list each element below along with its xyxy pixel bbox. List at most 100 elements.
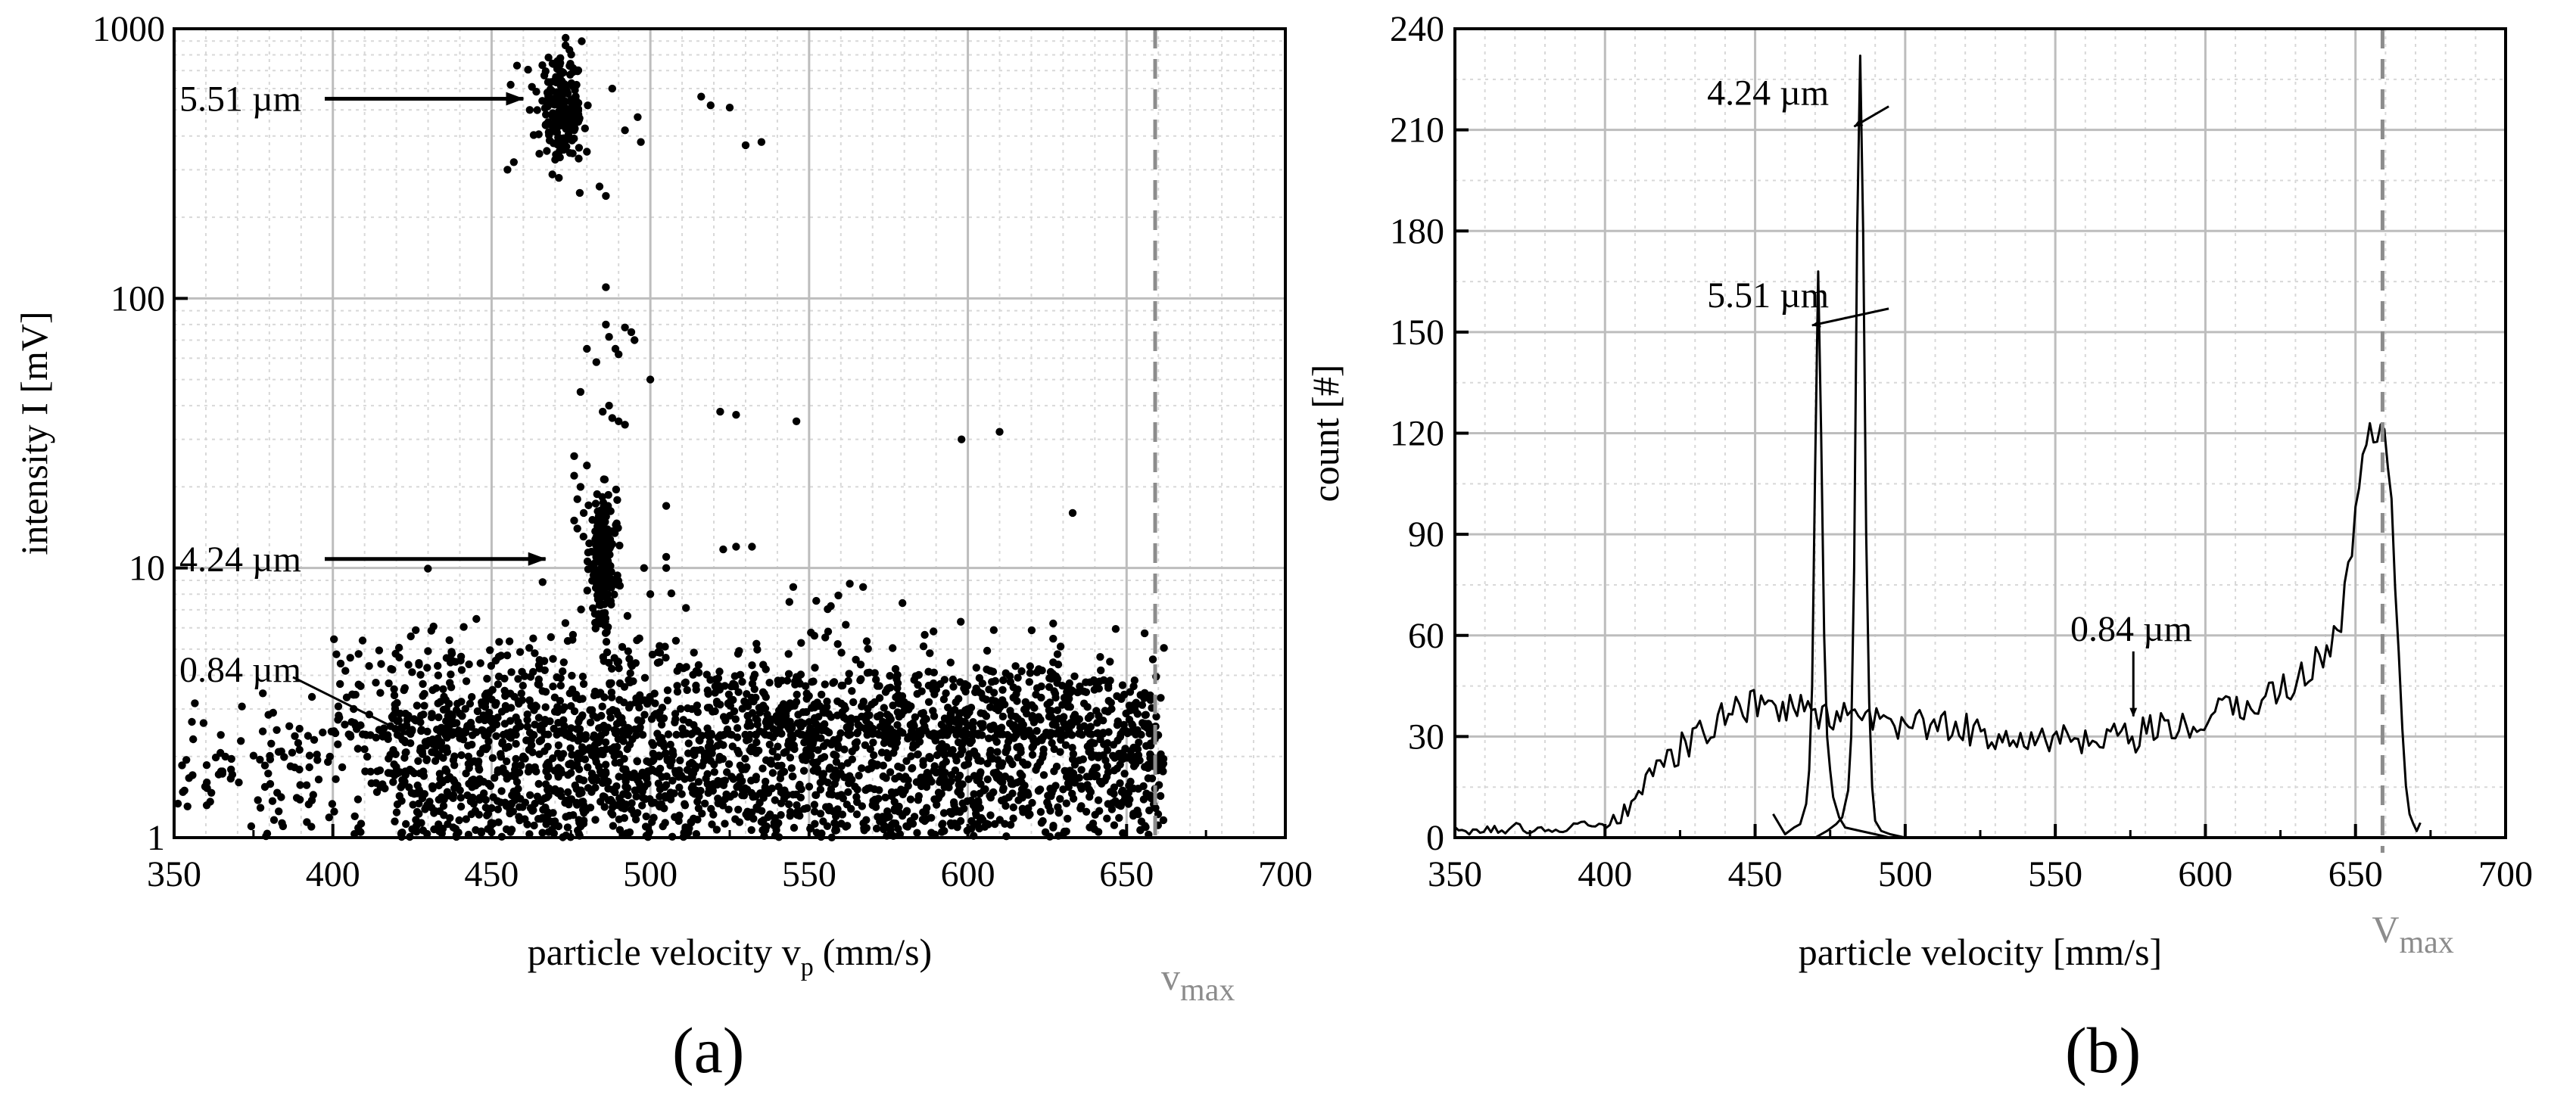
- a-scatter-point: [575, 717, 583, 726]
- a-scatter-point: [589, 560, 597, 568]
- a-scatter-point: [313, 756, 322, 764]
- a-scatter-point: [576, 387, 585, 396]
- a-scatter-point: [1094, 796, 1103, 804]
- a-scatter-point: [500, 674, 509, 683]
- a-scatter-point: [587, 547, 596, 556]
- a-scatter-point: [528, 730, 537, 739]
- a-scatter-point: [514, 675, 522, 683]
- a-scatter-point: [636, 691, 644, 699]
- a-scatter-point: [641, 822, 650, 831]
- a-scatter-point: [533, 792, 542, 801]
- a-scatter-point: [806, 742, 815, 751]
- a-scatter-point: [438, 793, 446, 801]
- a-scatter-point: [1067, 686, 1076, 695]
- a-scatter-point: [879, 717, 887, 726]
- a-scatter-point: [1042, 728, 1051, 737]
- a-scatter-point: [553, 730, 561, 739]
- a-scatter-point: [544, 730, 553, 739]
- a-scatter-point: [939, 760, 947, 769]
- a-scatter-point: [711, 707, 719, 716]
- a-scatter-point: [1103, 746, 1112, 754]
- a-scatter-point: [755, 746, 763, 755]
- a-scatter-point: [768, 747, 777, 756]
- a-scatter-point: [834, 591, 843, 600]
- a-scatter-point: [268, 797, 277, 805]
- a-scatter-point: [1082, 678, 1090, 686]
- a-scatter-point: [534, 130, 543, 138]
- a-scatter-point: [1136, 826, 1145, 835]
- a-scatter-point: [584, 501, 593, 509]
- a-scatter-point: [1073, 688, 1082, 697]
- a-scatter-point: [449, 756, 458, 764]
- a-scatter-point: [896, 727, 905, 735]
- a-scatter-point: [553, 140, 562, 149]
- a-scatter-point: [206, 798, 214, 806]
- a-scatter-point: [724, 760, 734, 768]
- a-scatter-point: [483, 713, 492, 722]
- a-scatter-point: [516, 648, 525, 656]
- a-scatter-point: [590, 610, 600, 618]
- a-scatter-point: [991, 676, 1000, 686]
- a-scatter-point: [409, 801, 417, 809]
- a-scatter-point: [1014, 685, 1022, 694]
- a-scatter-point: [535, 150, 544, 158]
- a-scatter-point: [570, 452, 578, 460]
- a-scatter-point: [847, 804, 855, 813]
- a-scatter-point: [605, 658, 613, 667]
- a-scatter-point: [625, 728, 634, 736]
- a-scatter-point: [1026, 662, 1035, 670]
- a-scatter-point: [544, 785, 552, 794]
- a-scatter-point: [638, 768, 646, 777]
- a-scatter-point: [586, 718, 595, 726]
- a-scatter-point: [1056, 794, 1064, 804]
- a-scatter-point: [643, 757, 651, 766]
- a-scatter-point: [736, 773, 744, 781]
- a-scatter-point: [538, 578, 547, 586]
- a-scatter-point: [1009, 814, 1017, 822]
- a-scatter-point: [365, 662, 373, 670]
- a-scatter-point: [498, 738, 507, 746]
- a-scatter-point: [597, 746, 606, 755]
- a-scatter-point: [713, 742, 722, 750]
- a-scatter-point: [955, 771, 964, 780]
- a-scatter-point: [1076, 723, 1085, 732]
- a-scatter-point: [724, 805, 733, 814]
- a-scatter-point: [603, 583, 611, 591]
- a-scatter-point: [830, 819, 839, 828]
- a-axis-ticks: 350 400 450 500 550 600 650 700 1 10 100 1000: [92, 9, 1313, 894]
- a-scatter-point: [898, 812, 907, 820]
- a-scatter-point: [1067, 731, 1076, 739]
- a-y-axis-label: intensity I [mV]: [13, 311, 55, 555]
- a-scatter-point: [544, 773, 553, 781]
- a-scatter-point: [934, 788, 943, 797]
- a-scatter-point: [677, 704, 685, 713]
- a-scatter-point: [392, 808, 401, 816]
- a-scatter-point: [752, 773, 761, 781]
- a-scatter-point: [731, 683, 740, 691]
- a-scatter-point: [977, 768, 985, 776]
- a-scatter-point: [1140, 629, 1149, 638]
- a-scatter-point: [523, 710, 531, 719]
- a-scatter-point: [875, 682, 883, 690]
- a-scatter-point: [936, 679, 945, 689]
- a-scatter-point: [481, 744, 489, 752]
- a-scatter-point: [712, 826, 721, 834]
- a-scatter-point: [748, 679, 757, 688]
- a-scatter-point: [998, 696, 1007, 704]
- a-scatter-point: [404, 661, 413, 669]
- a-scatter-point: [525, 106, 534, 114]
- a-scatter-point: [727, 696, 735, 704]
- a-scatter-point: [939, 748, 948, 756]
- a-scatter-point: [416, 670, 425, 679]
- a-scatter-point: [979, 694, 987, 702]
- a-scatter-point: [359, 730, 367, 739]
- a-scatter-point: [762, 826, 770, 835]
- a-scatter-point: [1068, 744, 1076, 752]
- a-scatter-point: [747, 826, 755, 835]
- a-scatter-point: [607, 679, 615, 687]
- a-scatter-point: [1104, 681, 1113, 690]
- b-grid: [1453, 27, 2507, 839]
- b-annotation-arrow: [1853, 105, 1889, 128]
- a-scatter-point: [833, 697, 842, 705]
- a-scatter-point: [545, 131, 553, 139]
